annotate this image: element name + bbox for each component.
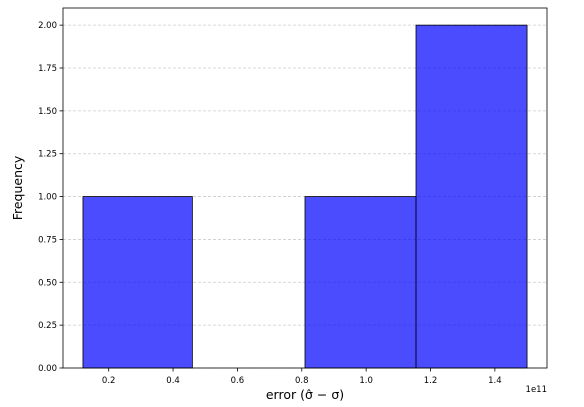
x-tick-label: 0.8 [295, 376, 309, 386]
histogram-bars [82, 24, 528, 369]
y-tick-label: 0.25 [38, 321, 57, 331]
y-tick-label: 1.50 [38, 107, 57, 117]
y-tick-label: 0.75 [38, 235, 57, 245]
x-axis-label: error (σ̂ − σ) [266, 387, 344, 402]
x-tick-label: 0.2 [102, 376, 116, 386]
histogram-bar [82, 196, 193, 369]
y-tick-label: 1.75 [38, 64, 57, 74]
y-axis-ticks: 0.00 0.25 0.50 0.75 1.00 1.25 1.50 1.75 2.00 [38, 21, 63, 374]
x-tick-label: 1.4 [488, 376, 502, 386]
x-tick-label: 1.2 [424, 376, 438, 386]
x-axis-ticks: 0.2 0.4 0.6 0.8 1.0 1.2 1.4 [102, 368, 502, 386]
histogram-bar [304, 196, 417, 369]
y-tick-label: 1.25 [38, 150, 57, 160]
plot-frame [62, 7, 548, 369]
y-tick-label: 0.00 [38, 364, 57, 374]
x-tick-label: 0.6 [231, 376, 245, 386]
histogram-bar [415, 24, 528, 369]
y-tick-label: 0.50 [38, 278, 57, 288]
x-tick-label: 1.0 [359, 376, 373, 386]
y-tick-label: 2.00 [38, 21, 57, 31]
y-axis-label: Frequency [10, 155, 25, 220]
y-tick-label: 1.00 [38, 193, 57, 203]
x-axis-offset-label: 1e11 [526, 385, 547, 395]
x-tick-label: 0.4 [166, 376, 180, 386]
